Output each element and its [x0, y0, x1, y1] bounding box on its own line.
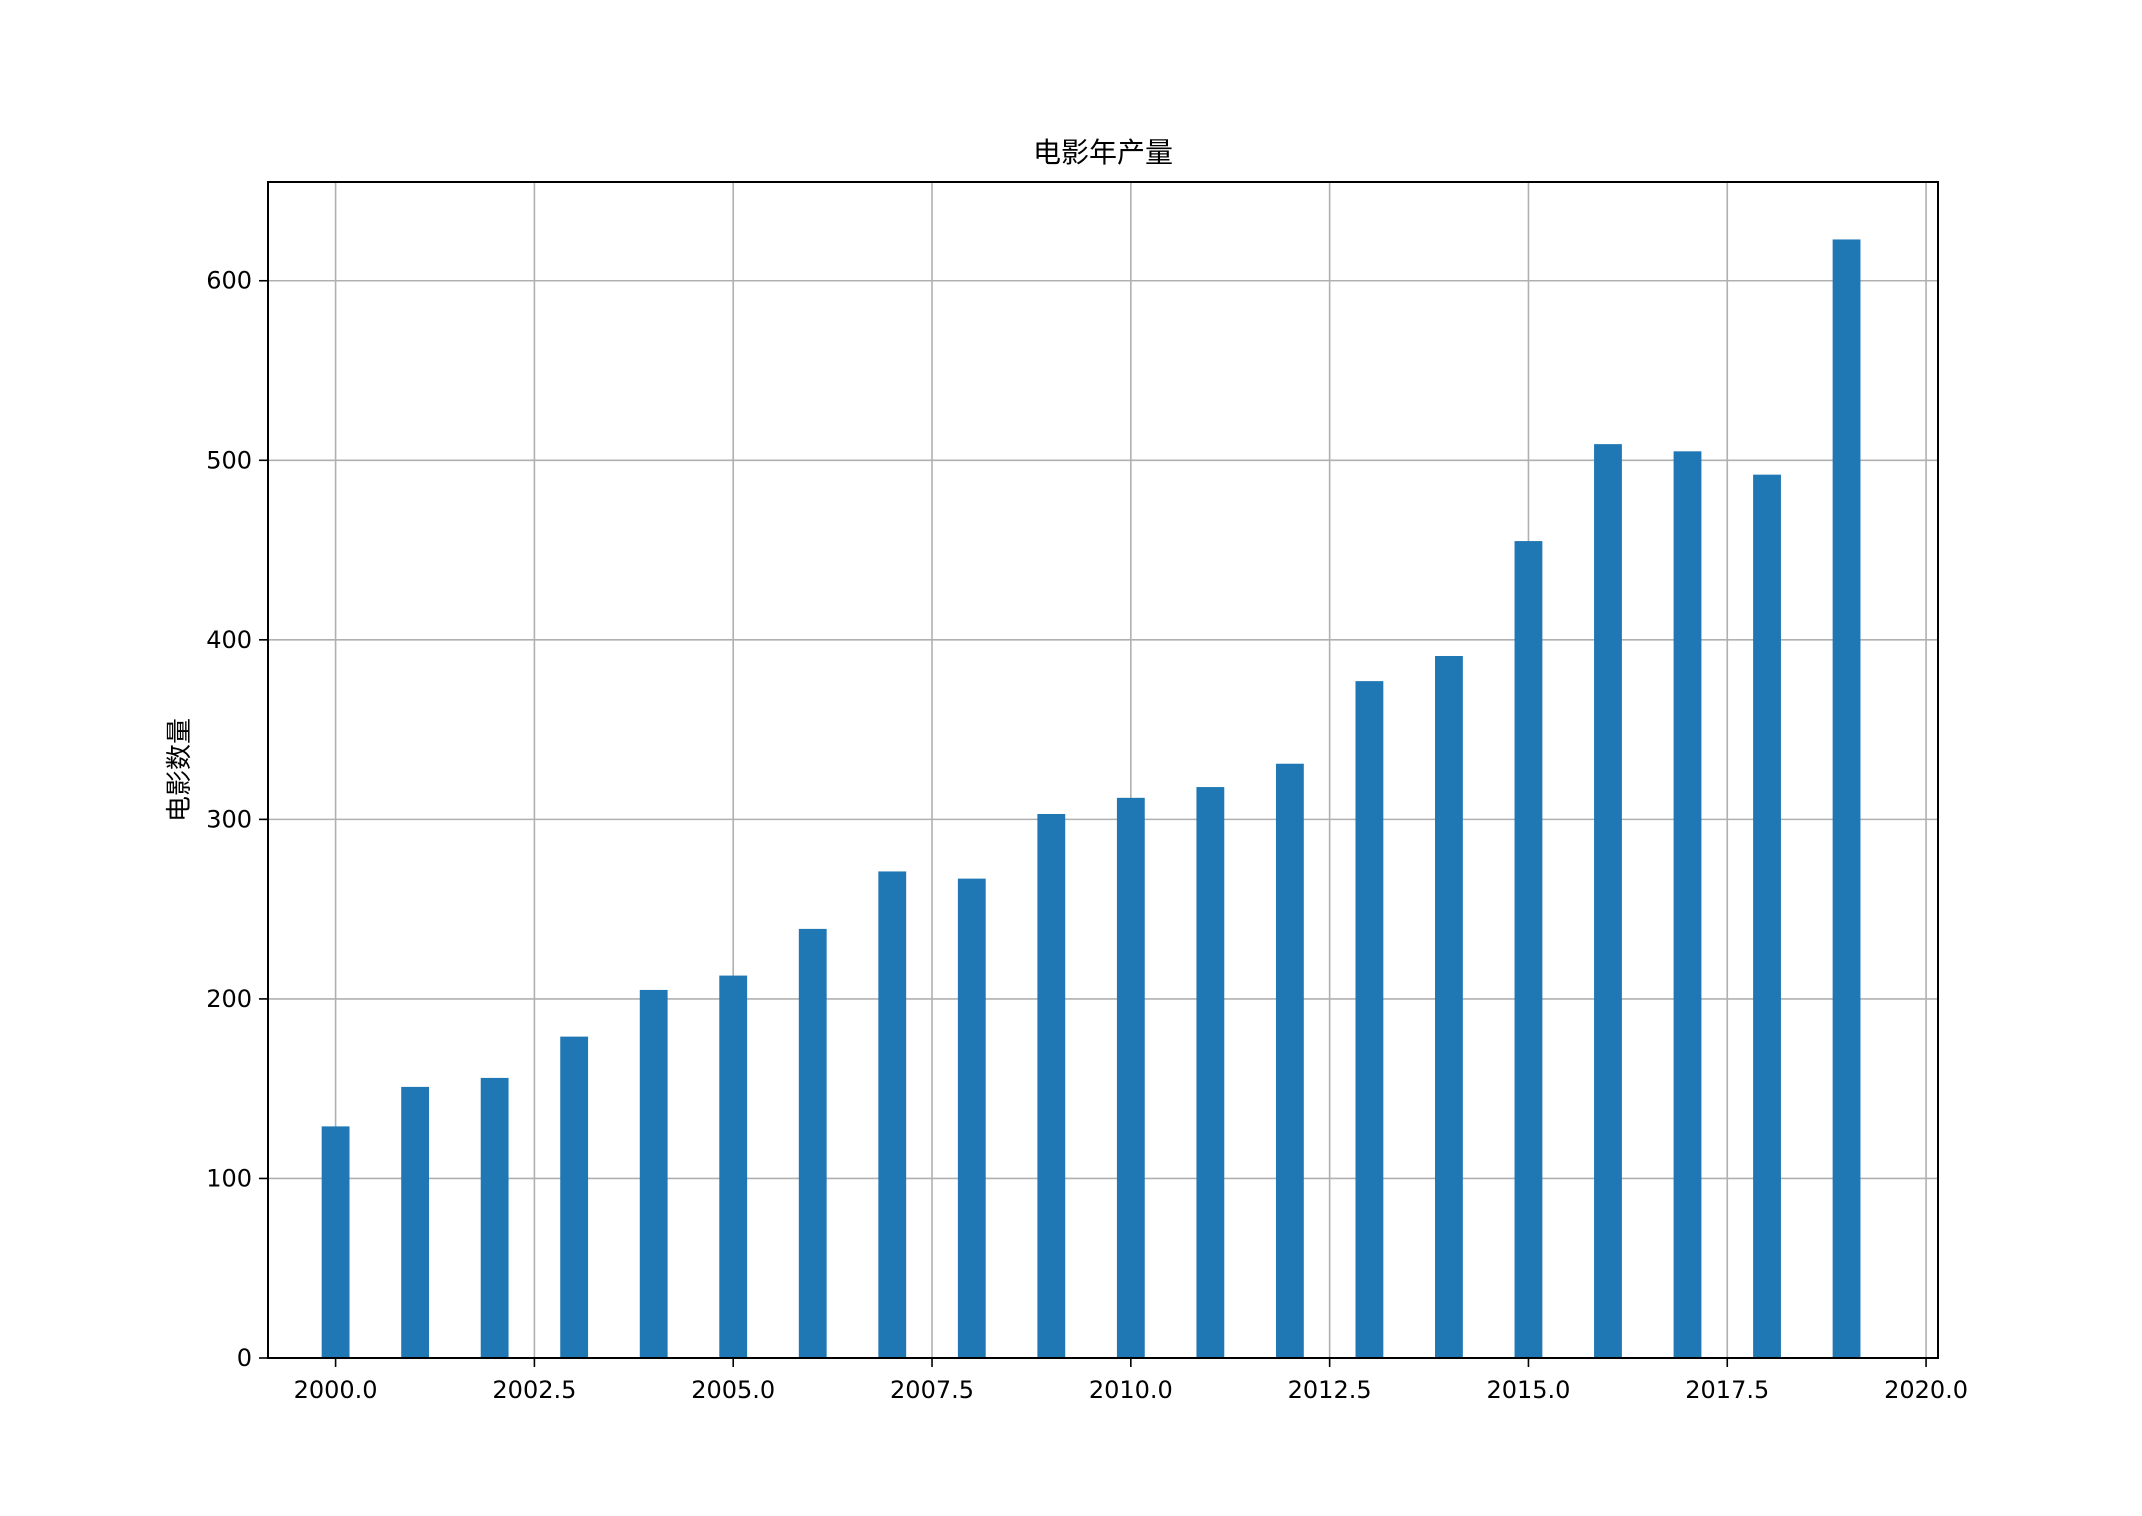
bar-2019 [1832, 239, 1861, 1359]
bar-2005 [719, 975, 748, 1358]
x-tick-label: 2015.0 [1486, 1376, 1570, 1404]
bar-2014 [1435, 655, 1463, 1358]
x-tick-label: 2020.0 [1884, 1376, 1968, 1404]
bar-2018 [1753, 474, 1781, 1358]
bar-2003 [560, 1036, 589, 1358]
bar-2016 [1594, 444, 1622, 1358]
y-tick-label: 200 [206, 985, 252, 1013]
bar-2011 [1196, 787, 1225, 1358]
y-axis-label: 电影数量 [165, 718, 195, 822]
bar-2006 [798, 928, 827, 1358]
bar-2007 [878, 871, 907, 1358]
y-tick-label: 300 [206, 805, 252, 833]
bar-2004 [639, 989, 668, 1358]
y-tick-label: 0 [237, 1344, 252, 1372]
x-tick-label: 2007.5 [890, 1376, 974, 1404]
bar-2013 [1355, 681, 1384, 1358]
bar-2001 [401, 1086, 430, 1358]
x-tick-label: 2010.0 [1089, 1376, 1173, 1404]
bar-2000 [321, 1126, 350, 1358]
bar-2008 [957, 878, 986, 1358]
bar-2010 [1116, 797, 1145, 1358]
y-tick-label: 100 [206, 1164, 252, 1192]
y-tick-label: 400 [206, 626, 252, 654]
y-tick-label: 500 [206, 446, 252, 474]
bars [321, 239, 1861, 1359]
bar-2017 [1673, 451, 1702, 1358]
grid [268, 182, 1938, 1359]
axes-frame [267, 181, 1939, 1359]
y-tick-label: 600 [206, 267, 252, 295]
x-tick-label: 2012.5 [1288, 1376, 1372, 1404]
x-tick-label: 2005.0 [691, 1376, 775, 1404]
y-axis-ticks: 0 100 200 300 400 500 600 [206, 267, 268, 1372]
x-tick-label: 2000.0 [294, 1376, 378, 1404]
x-tick-label: 2017.5 [1685, 1376, 1769, 1404]
bar-2015 [1514, 541, 1543, 1358]
bar-2009 [1037, 813, 1066, 1358]
x-axis-ticks: 2000.0 2002.5 2005.0 2007.5 2010.0 2012.5 2015… [294, 1358, 1968, 1404]
bar-2002 [480, 1077, 509, 1358]
chart-title: 电影年产量 [1033, 136, 1173, 169]
x-tick-label: 2002.5 [492, 1376, 576, 1404]
bar-2012 [1275, 763, 1304, 1358]
